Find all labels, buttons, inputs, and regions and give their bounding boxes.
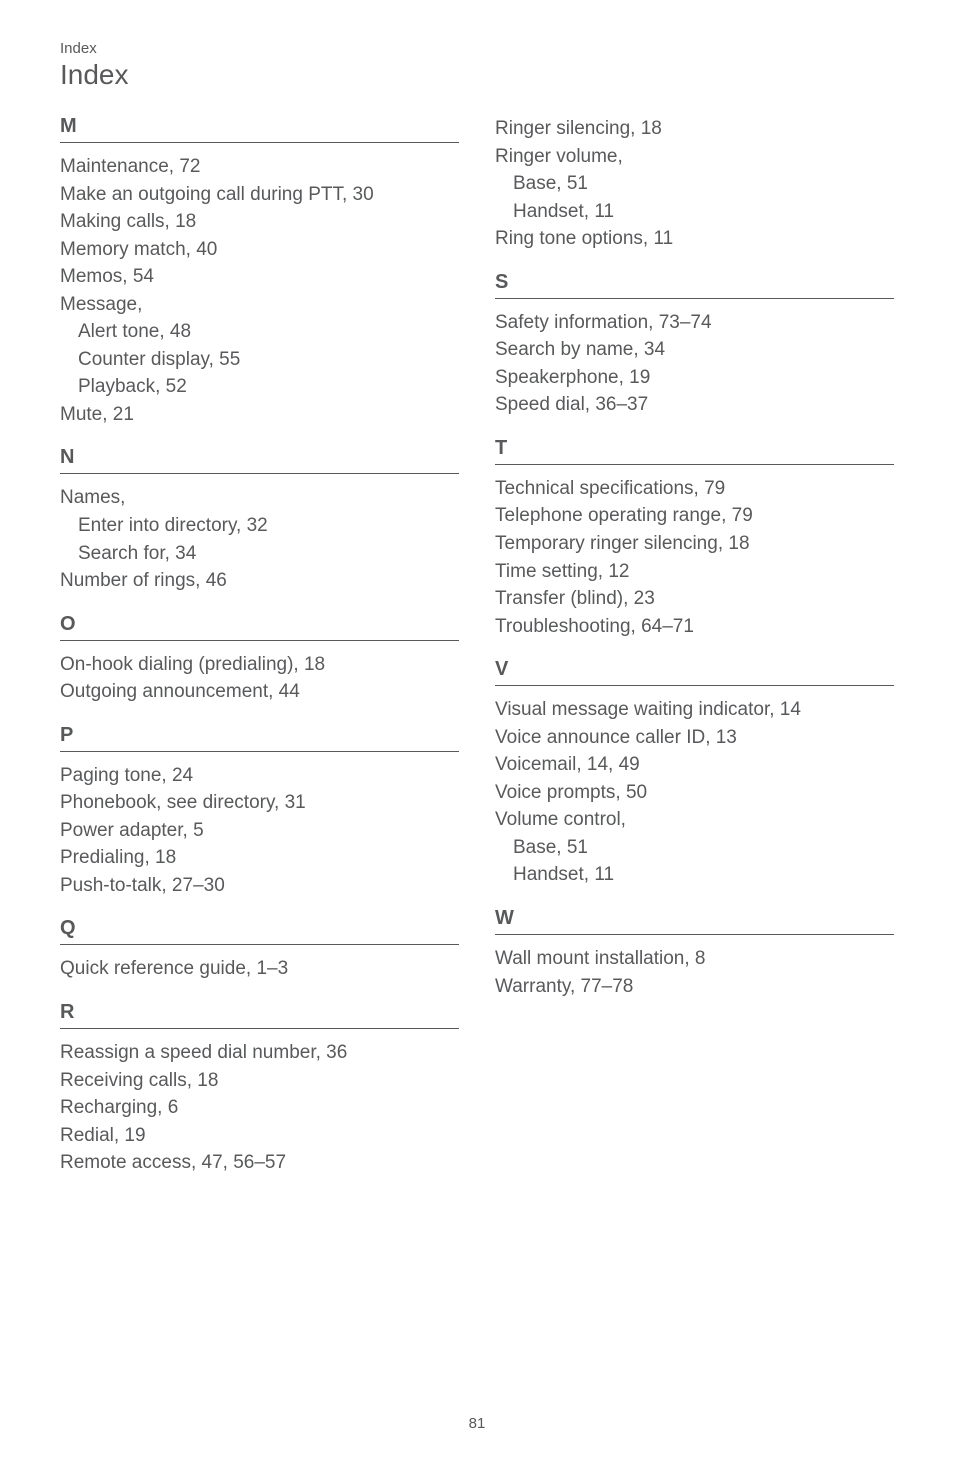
index-entry: Transfer (blind), 23 bbox=[495, 585, 894, 613]
index-entry: Make an outgoing call during PTT, 30 bbox=[60, 181, 459, 209]
index-entry: Voicemail, 14, 49 bbox=[495, 751, 894, 779]
entries-P: Paging tone, 24 Phonebook, see directory… bbox=[60, 762, 459, 900]
index-subentry: Alert tone, 48 bbox=[60, 318, 459, 346]
index-entry: Safety information, 73–74 bbox=[495, 309, 894, 337]
left-column: M Maintenance, 72 Make an outgoing call … bbox=[60, 115, 459, 1177]
entries-T: Technical specifications, 79 Telephone o… bbox=[495, 475, 894, 640]
index-entry: Message, bbox=[60, 291, 459, 319]
index-entry: Push-to-talk, 27–30 bbox=[60, 872, 459, 900]
entries-R: Reassign a speed dial number, 36 Receivi… bbox=[60, 1039, 459, 1177]
index-entry: Predialing, 18 bbox=[60, 844, 459, 872]
index-entry: Phonebook, see directory, 31 bbox=[60, 789, 459, 817]
index-columns: M Maintenance, 72 Make an outgoing call … bbox=[60, 115, 894, 1177]
index-entry: Speakerphone, 19 bbox=[495, 364, 894, 392]
index-entry: Volume control, bbox=[495, 806, 894, 834]
index-entry: Voice prompts, 50 bbox=[495, 779, 894, 807]
section-W: W bbox=[495, 907, 894, 935]
index-entry: Ringer silencing, 18 bbox=[495, 115, 894, 143]
index-entry: Receiving calls, 18 bbox=[60, 1067, 459, 1095]
page-number: 81 bbox=[0, 1415, 954, 1432]
index-entry: Reassign a speed dial number, 36 bbox=[60, 1039, 459, 1067]
index-entry: Voice announce caller ID, 13 bbox=[495, 724, 894, 752]
entries-S: Safety information, 73–74 Search by name… bbox=[495, 309, 894, 419]
section-P: P bbox=[60, 724, 459, 752]
header-small: Index bbox=[60, 40, 894, 57]
entries-W: Wall mount installation, 8 Warranty, 77–… bbox=[495, 945, 894, 1000]
index-entry: Troubleshooting, 64–71 bbox=[495, 613, 894, 641]
index-entry: Temporary ringer silencing, 18 bbox=[495, 530, 894, 558]
section-M: M bbox=[60, 115, 459, 143]
index-entry: Quick reference guide, 1–3 bbox=[60, 955, 459, 983]
index-entry: Ring tone options, 11 bbox=[495, 225, 894, 253]
index-entry: On-hook dialing (predialing), 18 bbox=[60, 651, 459, 679]
index-entry: Number of rings, 46 bbox=[60, 567, 459, 595]
section-Q: Q bbox=[60, 917, 459, 945]
index-entry: Redial, 19 bbox=[60, 1122, 459, 1150]
entries-R-cont: Ringer silencing, 18 Ringer volume, Base… bbox=[495, 115, 894, 253]
section-N: N bbox=[60, 446, 459, 474]
section-V: V bbox=[495, 658, 894, 686]
index-entry: Wall mount installation, 8 bbox=[495, 945, 894, 973]
index-entry: Maintenance, 72 bbox=[60, 153, 459, 181]
index-subentry: Handset, 11 bbox=[495, 198, 894, 226]
section-R: R bbox=[60, 1001, 459, 1029]
entries-M: Maintenance, 72 Make an outgoing call du… bbox=[60, 153, 459, 428]
section-O: O bbox=[60, 613, 459, 641]
index-entry: Speed dial, 36–37 bbox=[495, 391, 894, 419]
index-entry: Technical specifications, 79 bbox=[495, 475, 894, 503]
entries-O: On-hook dialing (predialing), 18 Outgoin… bbox=[60, 651, 459, 706]
index-entry: Search by name, 34 bbox=[495, 336, 894, 364]
index-entry: Names, bbox=[60, 484, 459, 512]
header-large: Index bbox=[60, 59, 894, 91]
index-entry: Making calls, 18 bbox=[60, 208, 459, 236]
index-entry: Memory match, 40 bbox=[60, 236, 459, 264]
index-entry: Ringer volume, bbox=[495, 143, 894, 171]
index-subentry: Base, 51 bbox=[495, 170, 894, 198]
index-entry: Recharging, 6 bbox=[60, 1094, 459, 1122]
page: Index Index M Maintenance, 72 Make an ou… bbox=[0, 0, 954, 1472]
section-T: T bbox=[495, 437, 894, 465]
index-entry: Time setting, 12 bbox=[495, 558, 894, 586]
index-entry: Remote access, 47, 56–57 bbox=[60, 1149, 459, 1177]
index-subentry: Base, 51 bbox=[495, 834, 894, 862]
index-entry: Memos, 54 bbox=[60, 263, 459, 291]
index-entry: Mute, 21 bbox=[60, 401, 459, 429]
index-subentry: Search for, 34 bbox=[60, 540, 459, 568]
entries-V: Visual message waiting indicator, 14 Voi… bbox=[495, 696, 894, 889]
index-entry: Paging tone, 24 bbox=[60, 762, 459, 790]
index-subentry: Counter display, 55 bbox=[60, 346, 459, 374]
section-S: S bbox=[495, 271, 894, 299]
index-entry: Power adapter, 5 bbox=[60, 817, 459, 845]
index-entry: Warranty, 77–78 bbox=[495, 973, 894, 1001]
index-entry: Visual message waiting indicator, 14 bbox=[495, 696, 894, 724]
entries-Q: Quick reference guide, 1–3 bbox=[60, 955, 459, 983]
index-subentry: Playback, 52 bbox=[60, 373, 459, 401]
index-subentry: Enter into directory, 32 bbox=[60, 512, 459, 540]
right-column: Ringer silencing, 18 Ringer volume, Base… bbox=[495, 115, 894, 1177]
entries-N: Names, Enter into directory, 32 Search f… bbox=[60, 484, 459, 594]
index-entry: Outgoing announcement, 44 bbox=[60, 678, 459, 706]
index-subentry: Handset, 11 bbox=[495, 861, 894, 889]
index-entry: Telephone operating range, 79 bbox=[495, 502, 894, 530]
